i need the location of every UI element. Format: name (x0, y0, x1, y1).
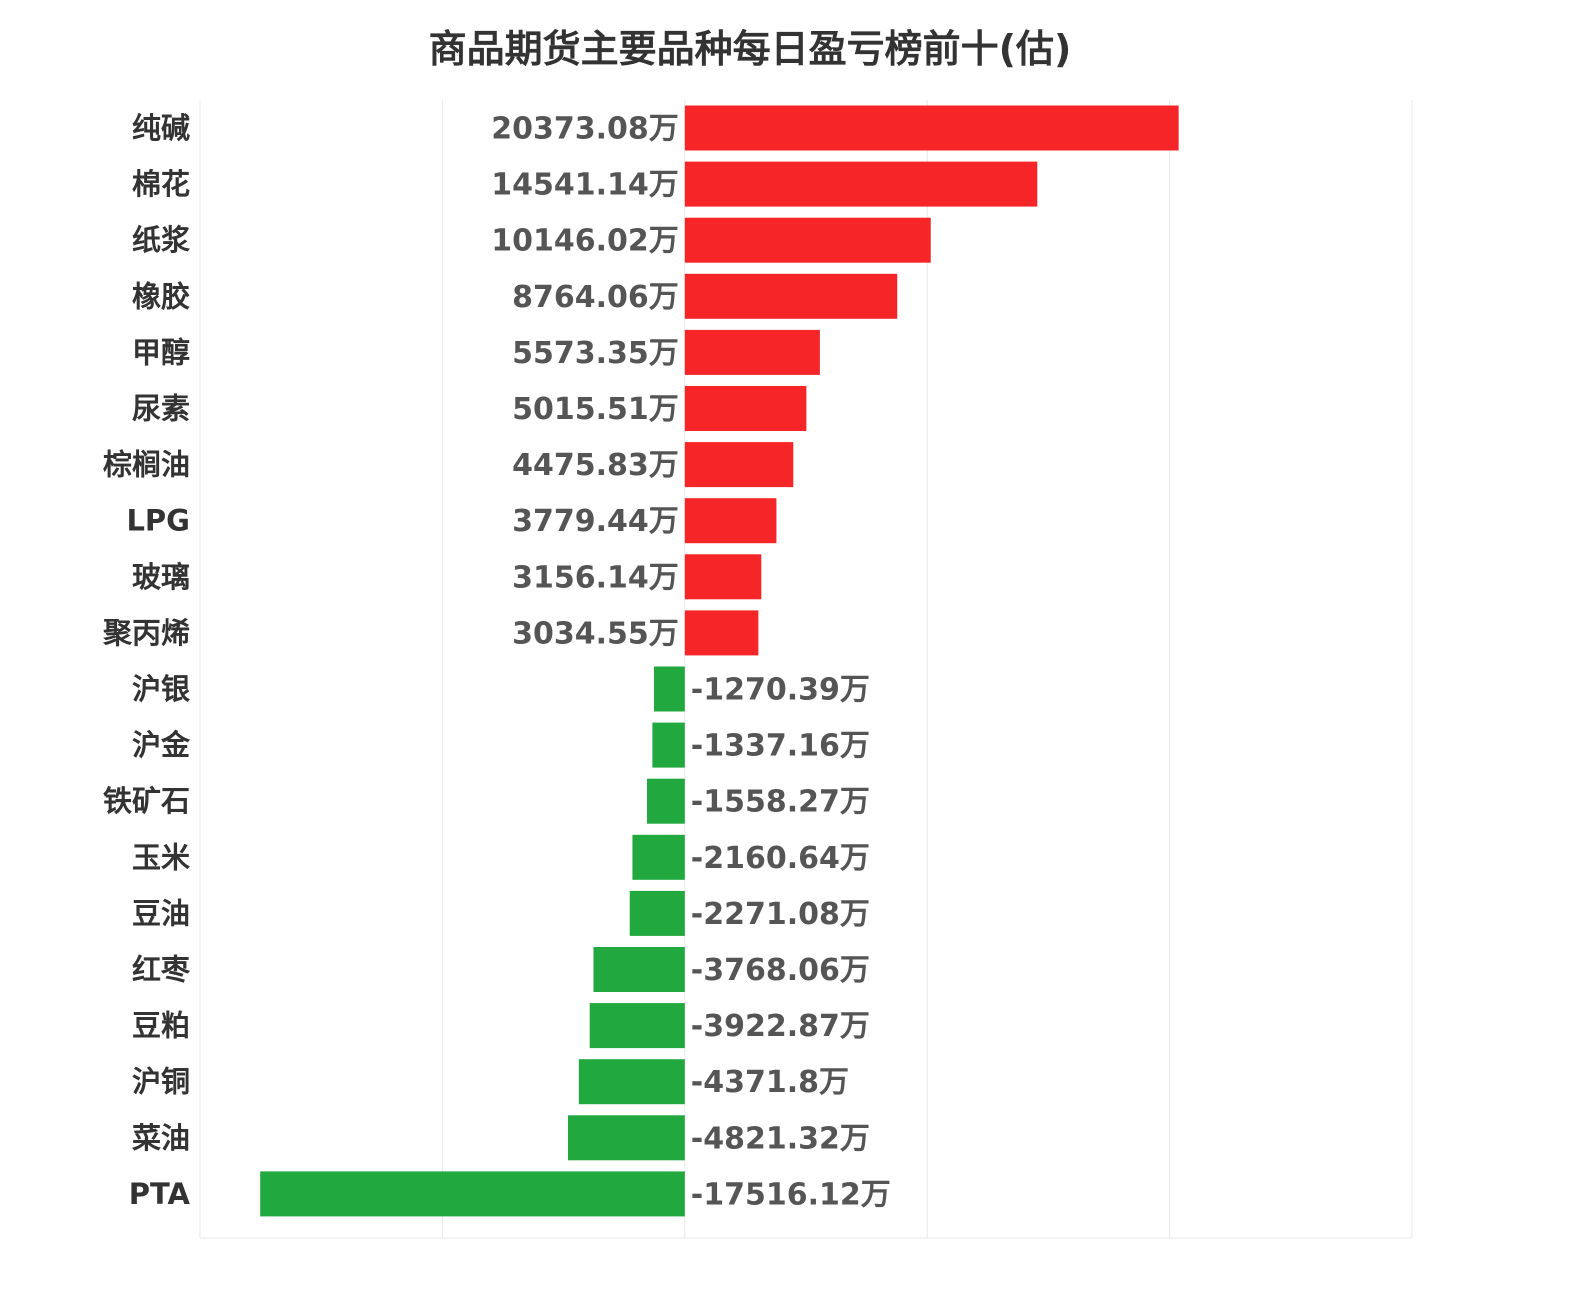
value-label: 5015.51万 (512, 392, 679, 427)
value-label: 10146.02万 (491, 224, 679, 259)
category-label: 棉花 (132, 167, 190, 201)
bar (684, 217, 931, 263)
bar (684, 273, 898, 319)
category-label: 豆粕 (132, 1009, 190, 1043)
bar (593, 947, 685, 992)
value-label: 3156.14万 (512, 560, 679, 595)
category-label: 玻璃 (132, 560, 190, 594)
value-label: -2160.64万 (691, 841, 870, 876)
value-label: -3922.87万 (691, 1009, 870, 1044)
bar (684, 610, 759, 656)
category-label: LPG (126, 504, 190, 538)
value-label: -4371.8万 (691, 1065, 849, 1100)
category-label: 红枣 (132, 953, 191, 987)
chart-title: 商品期货主要品种每日盈亏榜前十(估) (428, 27, 1072, 71)
category-label: 豆油 (132, 896, 190, 930)
value-label: -4821.32万 (691, 1121, 870, 1156)
bar (578, 1059, 685, 1105)
value-label: 4475.83万 (512, 448, 679, 483)
bar (684, 329, 820, 375)
category-label: 甲醇 (132, 335, 190, 369)
bar (632, 834, 685, 880)
value-label: 20373.08万 (491, 112, 679, 147)
value-label: 3034.55万 (512, 616, 679, 651)
value-label: 3779.44万 (512, 504, 679, 539)
category-label: 纯碱 (132, 111, 190, 145)
category-label: 纸浆 (132, 223, 191, 257)
bar (260, 1171, 685, 1217)
value-label: -1337.16万 (691, 729, 870, 764)
bar (684, 105, 1179, 151)
value-label: -17516.12万 (691, 1177, 891, 1212)
value-label: 8764.06万 (512, 280, 679, 315)
bar (684, 554, 762, 600)
value-label: -1558.27万 (691, 785, 870, 820)
bar (589, 1003, 685, 1049)
category-label: 沪金 (132, 728, 191, 762)
category-label: 铁矿石 (103, 784, 190, 818)
category-label: 聚丙烯 (102, 616, 190, 650)
bar (684, 498, 777, 544)
value-label: 5573.35万 (512, 336, 679, 371)
bar (684, 386, 807, 431)
category-label: 尿素 (132, 392, 190, 426)
bar (629, 890, 685, 936)
value-label: 14541.14万 (491, 168, 679, 203)
category-label: PTA (129, 1177, 191, 1211)
category-label: 沪银 (132, 672, 190, 706)
bars (260, 105, 1179, 1217)
bar (684, 442, 794, 488)
category-label: 沪铜 (132, 1065, 190, 1099)
value-label: -2271.08万 (691, 897, 870, 932)
bar (684, 161, 1038, 207)
value-label: -3768.06万 (691, 953, 870, 988)
category-label: 菜油 (132, 1121, 190, 1155)
bar (654, 666, 685, 712)
category-label: 玉米 (132, 840, 190, 874)
bar (567, 1115, 685, 1161)
category-label: 橡胶 (132, 279, 190, 313)
bar (652, 722, 685, 768)
bar (647, 778, 685, 824)
value-label: -1270.39万 (691, 673, 870, 708)
category-label: 棕榈油 (103, 448, 190, 482)
